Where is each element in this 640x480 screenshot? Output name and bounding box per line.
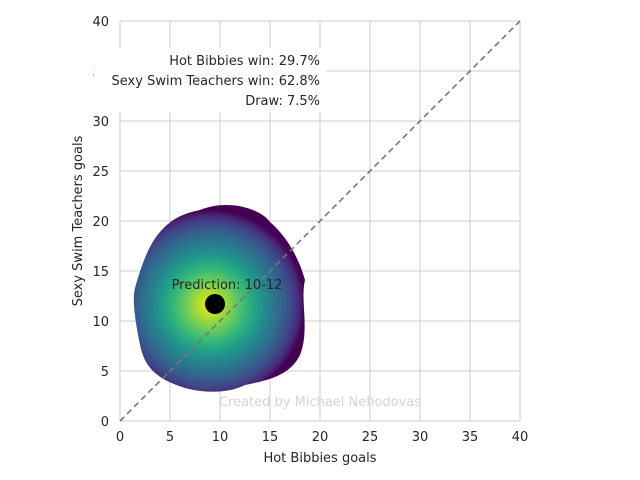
y-tick-label: 15: [92, 265, 109, 280]
y-axis-label: Sexy Swim Teachers goals: [71, 135, 86, 306]
y-tick-label: 0: [101, 415, 109, 430]
stat-line: Hot Bibbies win: 29.7%: [169, 54, 320, 69]
prediction-label: Prediction: 10-12: [172, 278, 283, 293]
stat-line: Sexy Swim Teachers win: 62.8%: [112, 74, 320, 89]
watermark: Created by Michael Nefiodovas: [219, 395, 421, 410]
stats-box: [94, 48, 326, 112]
x-tick-label: 5: [166, 430, 174, 445]
x-tick-label: 40: [512, 430, 529, 445]
x-tick-label: 30: [412, 430, 429, 445]
x-tick-label: 10: [212, 430, 229, 445]
y-tick-label: 25: [92, 165, 109, 180]
y-tick-label: 10: [92, 315, 109, 330]
prediction-point: [205, 294, 225, 314]
y-tick-label: 5: [101, 365, 109, 380]
x-tick-label: 15: [262, 430, 279, 445]
x-tick-label: 35: [462, 430, 479, 445]
equal-goals-diagonal: [119, 20, 521, 422]
x-axis-label: Hot Bibbies goals: [263, 451, 376, 466]
stat-line: Draw: 7.5%: [245, 94, 320, 109]
y-tick-label: 30: [92, 115, 109, 130]
y-tick-label: 40: [92, 15, 109, 30]
x-tick-label: 25: [362, 430, 379, 445]
x-tick-label: 20: [312, 430, 329, 445]
x-tick-label: 0: [116, 430, 124, 445]
y-tick-label: 20: [92, 215, 109, 230]
